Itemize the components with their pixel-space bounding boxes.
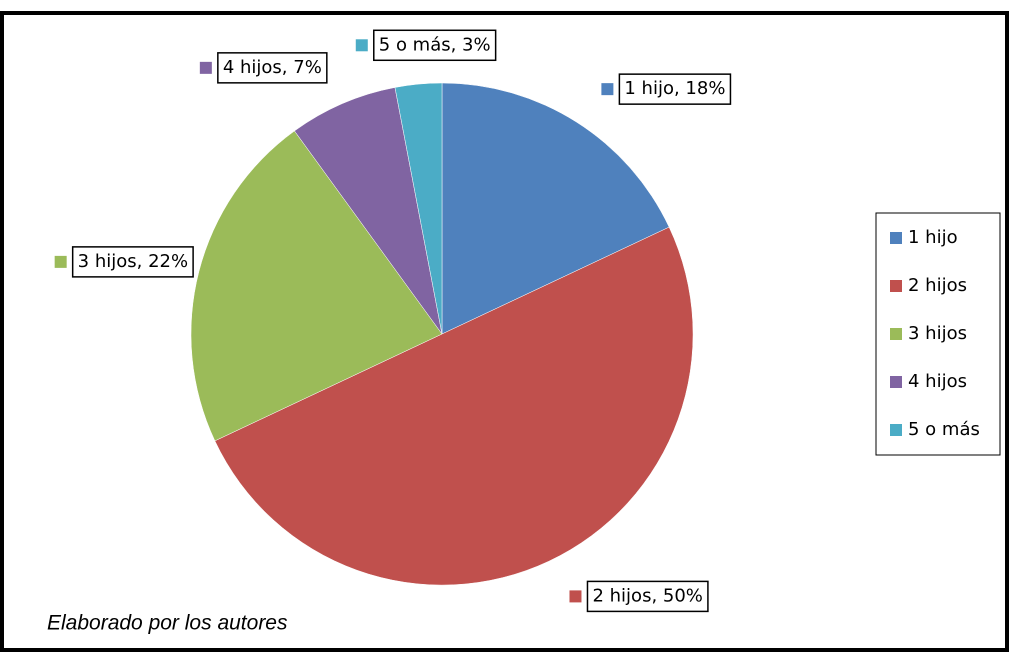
pie-slice (190, 130, 443, 442)
data-label: 2 hijos, 50% (569, 580, 709, 613)
legend-marker (890, 280, 902, 292)
data-label-box (71, 246, 194, 278)
pie-slice (394, 82, 443, 335)
pie-slice (214, 226, 694, 586)
data-label-text: 2 hijos, 50% (592, 585, 702, 606)
data-label-marker (355, 39, 368, 52)
legend-marker (890, 424, 902, 436)
data-label-text: 1 hijo, 18% (624, 78, 725, 99)
legend-label: 2 hijos (908, 275, 967, 296)
data-label: 4 hijos, 7% (199, 52, 328, 84)
data-label-marker (54, 255, 67, 268)
data-label-text: 4 hijos, 7% (223, 57, 322, 78)
data-label-box (618, 73, 732, 105)
pie-slice (441, 82, 670, 335)
data-label: 5 o más, 3% (355, 29, 497, 62)
data-label-text: 5 o más, 3% (379, 34, 491, 55)
annotation: Elaborado por los autores (47, 612, 288, 635)
data-label-marker (601, 83, 614, 96)
legend-label: 4 hijos (908, 371, 967, 392)
legend-label: 3 hijos (908, 323, 967, 344)
data-label-box (217, 52, 328, 84)
data-label-marker (569, 590, 582, 603)
legend-marker (890, 376, 902, 388)
data-label: 3 hijos, 22% (54, 246, 194, 278)
data-label-marker (199, 61, 212, 74)
data-label-box (586, 580, 709, 613)
legend-label: 5 o más (908, 419, 980, 440)
legend-label: 1 hijo (908, 227, 958, 248)
data-label-text: 3 hijos, 22% (78, 251, 188, 272)
data-label: 1 hijo, 18% (601, 73, 732, 105)
pie-slice (294, 87, 443, 335)
data-label-box (373, 29, 497, 62)
legend-marker (890, 232, 902, 244)
legend-marker (890, 328, 902, 340)
